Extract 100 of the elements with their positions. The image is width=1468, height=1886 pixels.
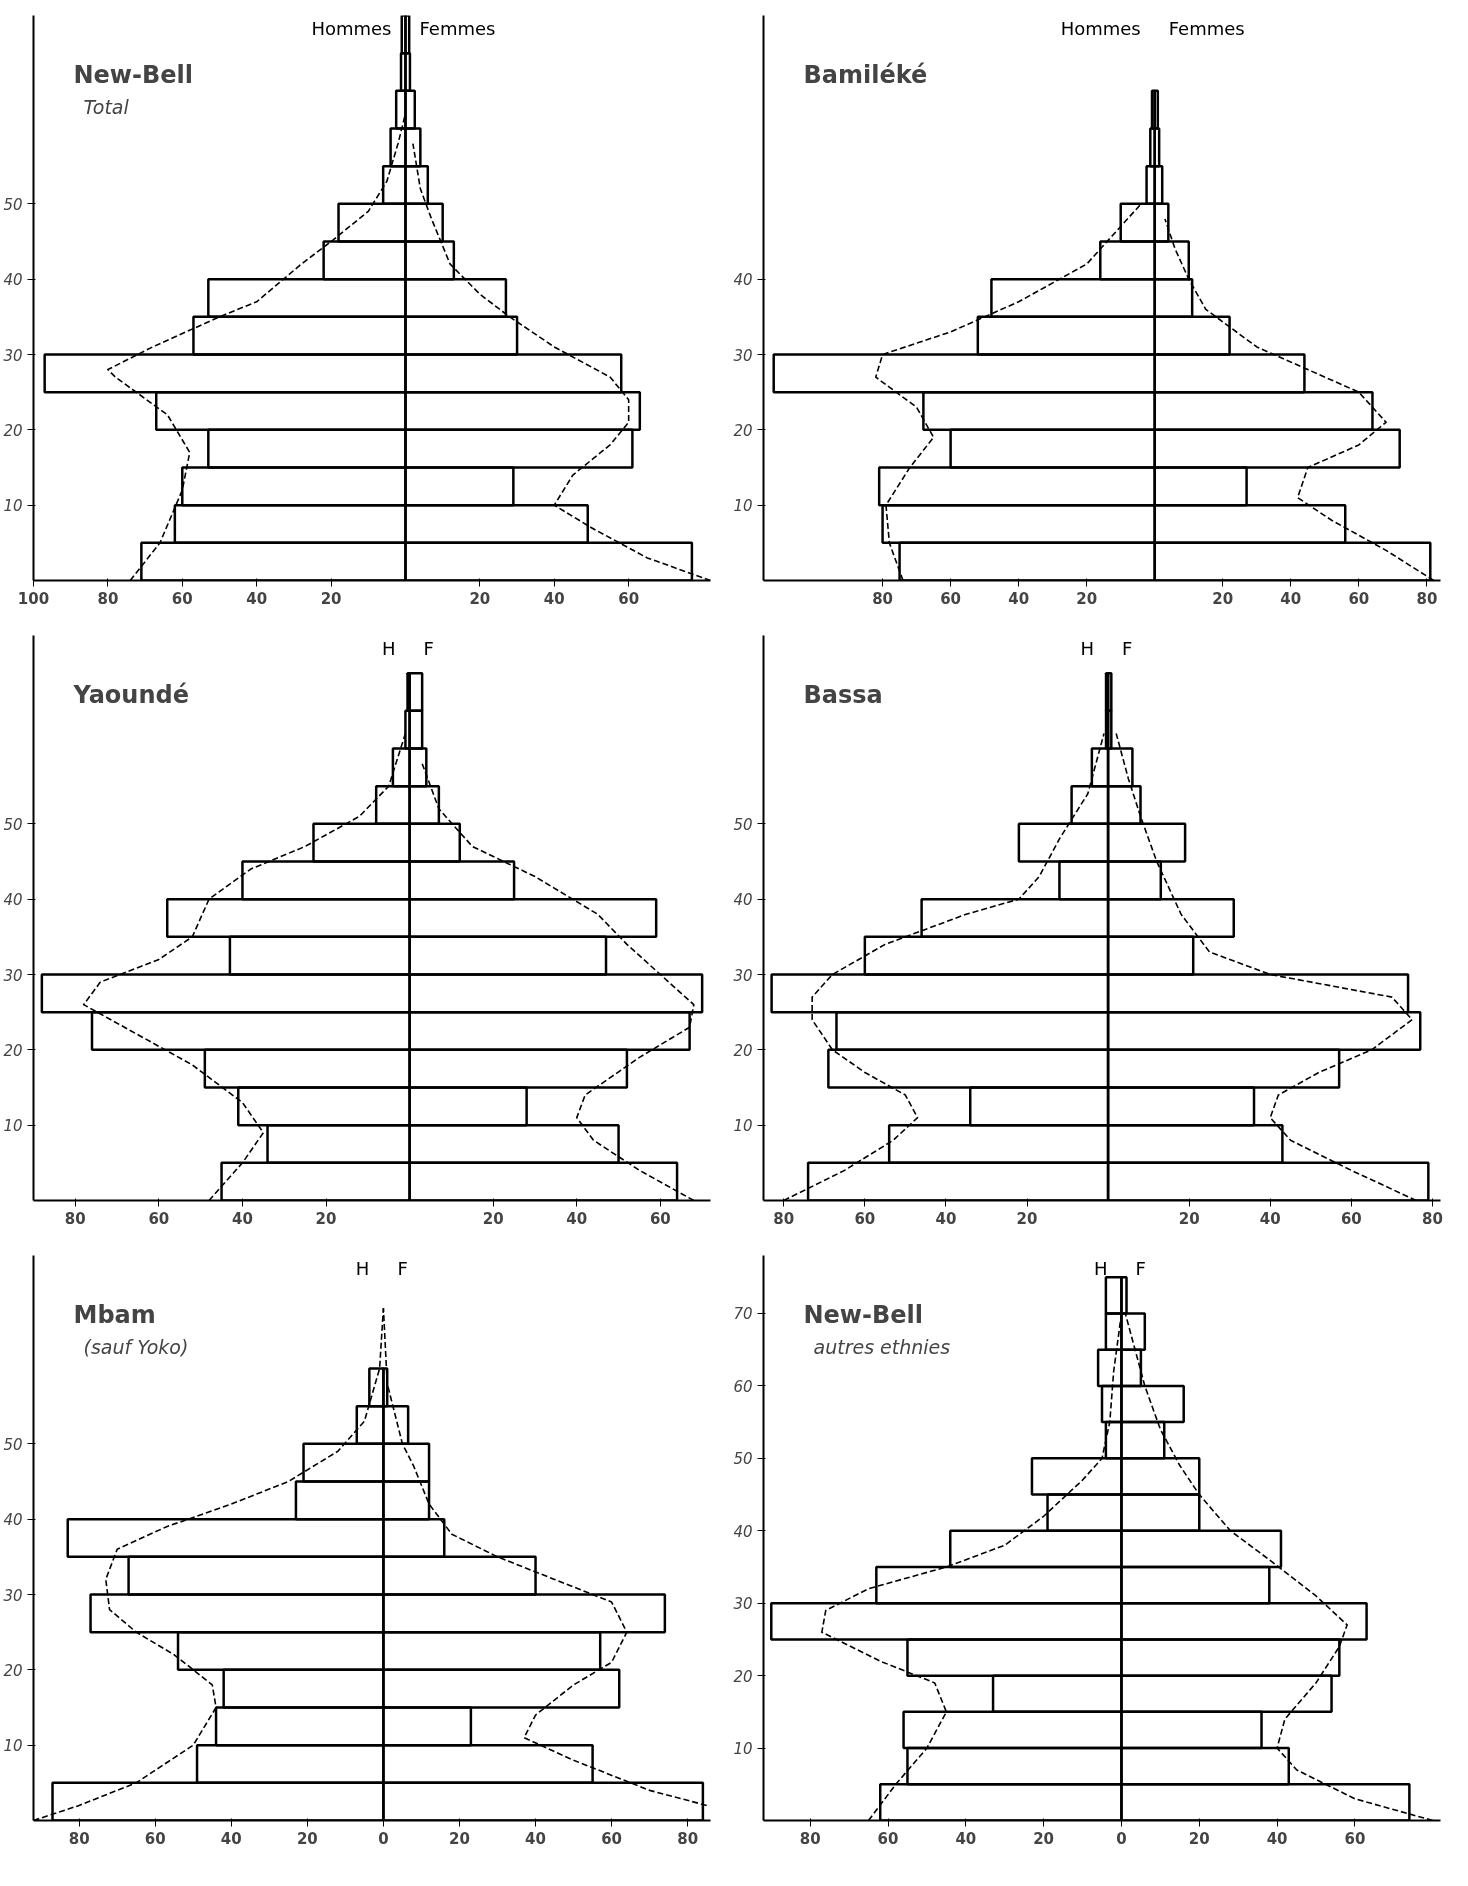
- x-tick-label: 60: [877, 1829, 899, 1848]
- y-tick-label: 50: [733, 815, 753, 834]
- y-tick-label: 40: [3, 891, 23, 910]
- x-tick-label: 80: [97, 589, 119, 608]
- y-tick-label: 20: [733, 1667, 753, 1686]
- x-tick-label: 80: [799, 1829, 821, 1848]
- y-tick-label: 20: [733, 421, 753, 440]
- x-tick-label: 40: [1280, 589, 1302, 608]
- x-tick-label: 40: [955, 1829, 977, 1848]
- text: Total: [83, 95, 130, 118]
- x-tick-label: 40: [1266, 1829, 1288, 1848]
- x-tick-label: 0: [378, 1829, 389, 1848]
- x-tick-label: 40: [566, 1209, 588, 1228]
- y-tick-label: 10: [733, 1117, 753, 1136]
- x-tick-label: 60: [1344, 1829, 1366, 1848]
- x-tick-label: 20: [1212, 589, 1234, 608]
- text: New-Bell: [803, 1300, 924, 1329]
- y-tick-label: 40: [3, 271, 23, 290]
- x-tick-label: 20: [320, 589, 342, 608]
- y-tick-label: 50: [733, 1450, 753, 1469]
- x-tick-label: 20: [1033, 1829, 1055, 1848]
- series-label: F: [1122, 637, 1133, 659]
- x-tick-label: 20: [1016, 1209, 1038, 1228]
- x-tick-label: 20: [1188, 1829, 1210, 1848]
- series-label: Hommes: [311, 17, 392, 39]
- x-tick-label: 60: [148, 1209, 170, 1228]
- y-tick-label: 10: [3, 1737, 23, 1756]
- text: Yaoundé: [72, 680, 189, 709]
- y-tick-label: 30: [3, 346, 23, 365]
- x-tick-label: 80: [1416, 589, 1438, 608]
- text: H: [355, 1257, 370, 1279]
- text: F: [397, 1257, 408, 1279]
- x-tick-label: 20: [296, 1829, 318, 1848]
- x-tick-label: 60: [1348, 589, 1370, 608]
- series-label: F: [1135, 1257, 1146, 1279]
- y-tick-label: 20: [3, 1661, 23, 1680]
- y-tick-label: 50: [3, 815, 23, 834]
- text: Hommes: [1060, 17, 1141, 39]
- x-tick-label: 60: [1340, 1209, 1362, 1228]
- y-tick-label: 40: [733, 891, 753, 910]
- series-label: H: [382, 637, 396, 659]
- y-tick-label: 40: [733, 271, 753, 290]
- x-tick-label: 20: [1076, 589, 1098, 608]
- x-tick-label: 60: [618, 589, 640, 608]
- text: Mbam: [73, 1300, 156, 1329]
- y-tick-label: 30: [3, 966, 23, 985]
- x-tick-label: 20: [449, 1829, 470, 1848]
- y-tick-label: 50: [3, 1435, 23, 1454]
- x-tick-label: 40: [543, 589, 565, 608]
- x-tick-label: 60: [940, 589, 962, 608]
- x-tick-label: 20: [315, 1209, 337, 1228]
- x-tick-label: 80: [773, 1209, 795, 1228]
- x-tick-label: 60: [649, 1209, 671, 1228]
- y-tick-label: 20: [3, 1041, 23, 1060]
- series-label: H: [1093, 1257, 1108, 1279]
- x-tick-label: 80: [64, 1209, 86, 1228]
- y-tick-label: 10: [3, 497, 23, 516]
- x-tick-label: 80: [872, 589, 894, 608]
- x-tick-label: 20: [469, 589, 491, 608]
- y-tick-label: 10: [733, 1740, 753, 1759]
- x-tick-label: 0: [1116, 1829, 1127, 1848]
- x-tick-label: 60: [601, 1829, 623, 1848]
- x-tick-label: 40: [525, 1829, 546, 1848]
- text: autres ethnies: [813, 1335, 951, 1358]
- y-tick-label: 20: [733, 1041, 753, 1060]
- x-tick-label: 40: [220, 1829, 242, 1848]
- x-tick-label: 20: [482, 1209, 504, 1228]
- text: Bamiléké: [803, 60, 928, 89]
- text: (sauf Yoko): [83, 1335, 189, 1358]
- y-tick-label: 30: [733, 346, 753, 365]
- y-tick-label: 70: [733, 1305, 753, 1324]
- y-tick-label: 40: [3, 1511, 23, 1530]
- text: Bassa: [803, 680, 883, 709]
- x-tick-label: 40: [935, 1209, 957, 1228]
- y-tick-label: 10: [3, 1117, 23, 1136]
- series-label: Femmes: [419, 17, 496, 39]
- x-tick-label: 40: [246, 589, 268, 608]
- y-tick-label: 10: [733, 497, 753, 516]
- x-tick-label: 80: [68, 1829, 90, 1848]
- x-tick-label: 100: [17, 589, 50, 608]
- x-tick-label: 80: [677, 1829, 699, 1848]
- x-tick-label: 60: [144, 1829, 166, 1848]
- x-tick-label: 20: [1178, 1209, 1200, 1228]
- y-tick-label: 30: [733, 1595, 753, 1614]
- series-label: F: [423, 637, 434, 659]
- text: New-Bell: [73, 60, 194, 89]
- series-label: H: [1080, 637, 1095, 659]
- x-tick-label: 80: [1421, 1209, 1443, 1228]
- x-tick-label: 60: [171, 589, 193, 608]
- x-tick-label: 40: [232, 1209, 253, 1228]
- y-tick-label: 40: [733, 1522, 753, 1541]
- text: Femmes: [1168, 17, 1245, 39]
- x-tick-label: 60: [854, 1209, 876, 1228]
- y-tick-label: 60: [733, 1377, 753, 1396]
- x-tick-label: 40: [1008, 589, 1030, 608]
- y-tick-label: 30: [733, 966, 753, 985]
- y-tick-label: 50: [3, 195, 23, 214]
- y-tick-label: 20: [3, 421, 23, 440]
- x-tick-label: 40: [1259, 1209, 1281, 1228]
- y-tick-label: 30: [3, 1586, 23, 1605]
